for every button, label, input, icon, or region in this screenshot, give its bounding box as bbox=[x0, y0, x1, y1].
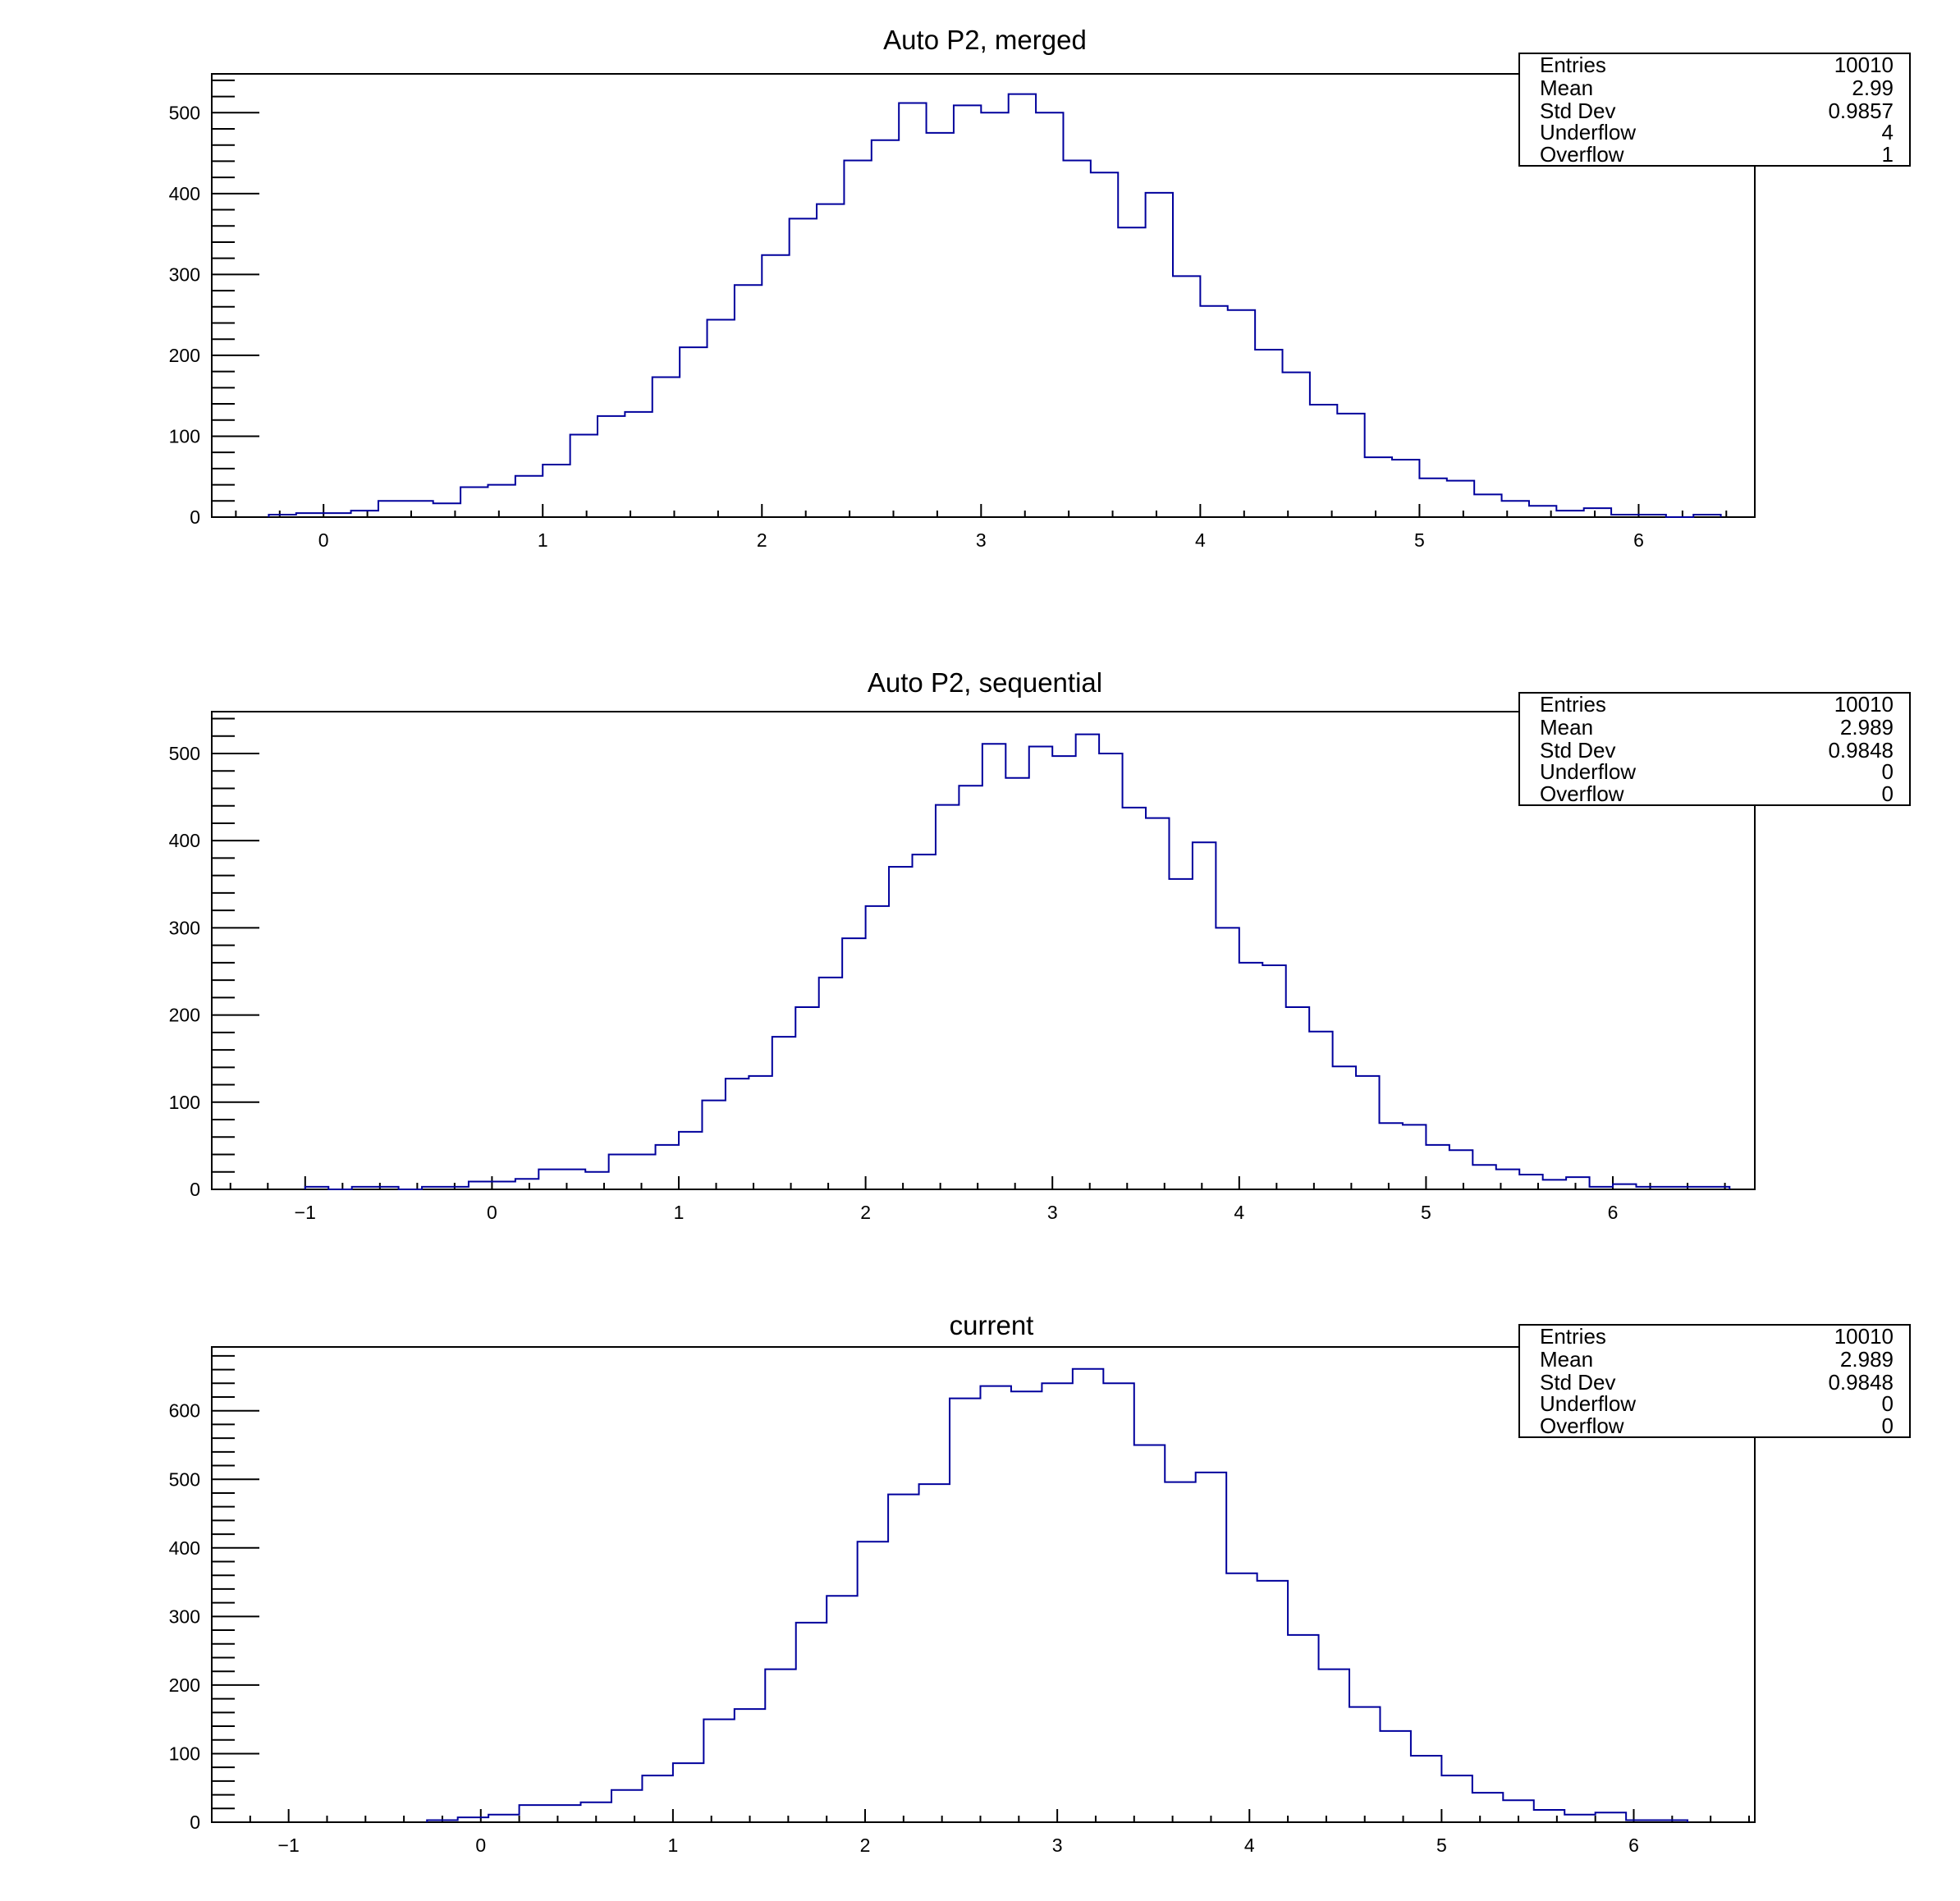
x-tick-label: 5 bbox=[1414, 529, 1425, 551]
stats-box: Entries 10010 Mean 2.99 Std Dev 0.9857 Underfl… bbox=[1518, 53, 1911, 167]
stats-label: Overflow bbox=[1540, 142, 1624, 167]
stats-value: 0.9848 bbox=[1828, 738, 1894, 763]
x-tick-label: −1 bbox=[278, 1835, 300, 1856]
x-tick-label: 2 bbox=[757, 529, 767, 551]
stats-value: 10010 bbox=[1834, 1324, 1894, 1349]
x-tick-label: 3 bbox=[976, 529, 987, 551]
stats-value: 10010 bbox=[1834, 53, 1894, 77]
stats-label: Std Dev bbox=[1540, 738, 1616, 763]
stats-box: Entries 10010 Mean 2.989 Std Dev 0.9848 Underf… bbox=[1518, 692, 1911, 806]
stats-value: 0.9848 bbox=[1828, 1370, 1894, 1395]
x-tick-label: 5 bbox=[1436, 1835, 1447, 1856]
x-tick-label: 5 bbox=[1421, 1202, 1431, 1223]
stats-label: Mean bbox=[1540, 715, 1593, 740]
stats-value: 4 bbox=[1882, 120, 1894, 144]
y-tick-label: 400 bbox=[169, 830, 200, 851]
y-tick-label: 500 bbox=[169, 743, 200, 764]
y-tick-label: 300 bbox=[169, 1606, 200, 1627]
chart-title: Auto P2, sequential bbox=[868, 667, 1102, 698]
stats-box-frame bbox=[1518, 1324, 1911, 1438]
y-tick-label: 200 bbox=[169, 1005, 200, 1026]
plot-frame bbox=[211, 1346, 1756, 1823]
y-tick-label: 500 bbox=[169, 102, 200, 123]
histogram-line bbox=[268, 93, 1722, 518]
stats-value: 1 bbox=[1882, 142, 1894, 167]
y-tick-label: 400 bbox=[169, 183, 200, 204]
y-tick-label: 0 bbox=[190, 506, 200, 528]
x-tick-label: 6 bbox=[1628, 1835, 1639, 1856]
y-tick-label: 600 bbox=[169, 1400, 200, 1422]
x-tick-label: 1 bbox=[667, 1835, 678, 1856]
stats-label: Entries bbox=[1540, 692, 1606, 717]
stats-label: Overflow bbox=[1540, 1413, 1624, 1438]
y-tick-label: 300 bbox=[169, 263, 200, 285]
stats-value: 0 bbox=[1882, 781, 1894, 806]
x-tick-label: 3 bbox=[1052, 1835, 1063, 1856]
stats-label: Underflow bbox=[1540, 120, 1636, 144]
y-tick-label: 100 bbox=[169, 1743, 200, 1764]
y-tick-label: 200 bbox=[169, 345, 200, 366]
y-tick-label: 100 bbox=[169, 425, 200, 447]
y-tick-label: 0 bbox=[190, 1812, 200, 1833]
stats-value: 2.989 bbox=[1840, 1347, 1894, 1372]
plot-frame bbox=[211, 711, 1756, 1190]
x-tick-label: −1 bbox=[295, 1202, 316, 1223]
stats-label: Entries bbox=[1540, 1324, 1606, 1349]
y-tick-label: 100 bbox=[169, 1092, 200, 1113]
y-tick-label: 500 bbox=[169, 1468, 200, 1490]
x-tick-label: 0 bbox=[475, 1835, 486, 1856]
stats-label: Std Dev bbox=[1540, 1370, 1616, 1395]
histogram-line bbox=[304, 733, 1731, 1190]
stats-label: Mean bbox=[1540, 76, 1593, 100]
stats-box-frame bbox=[1518, 692, 1911, 806]
x-tick-label: 6 bbox=[1608, 1202, 1619, 1223]
stats-box-frame bbox=[1518, 53, 1911, 167]
x-tick-label: 2 bbox=[860, 1835, 871, 1856]
x-tick-label: 0 bbox=[318, 529, 329, 551]
stats-value: 2.989 bbox=[1840, 715, 1894, 740]
stats-value: 0.9857 bbox=[1828, 98, 1894, 123]
stats-label: Std Dev bbox=[1540, 98, 1616, 123]
stats-value: 0 bbox=[1882, 1391, 1894, 1416]
y-tick-label: 300 bbox=[169, 917, 200, 938]
stats-value: 0 bbox=[1882, 759, 1894, 784]
x-tick-label: 6 bbox=[1633, 529, 1644, 551]
stats-box: Entries 10010 Mean 2.989 Std Dev 0.9848 Underf… bbox=[1518, 1324, 1911, 1438]
stats-label: Overflow bbox=[1540, 781, 1624, 806]
pad-merged: Auto P2, merged 0 100 200 300 400 500 0 1 2 3 4 5 6 E… bbox=[169, 25, 1911, 551]
y-tick-label: 200 bbox=[169, 1674, 200, 1696]
x-tick-label: 3 bbox=[1047, 1202, 1058, 1223]
x-tick-label: 1 bbox=[538, 529, 548, 551]
chart-title: current bbox=[950, 1310, 1034, 1340]
plot-frame bbox=[211, 73, 1756, 518]
stats-label: Underflow bbox=[1540, 1391, 1636, 1416]
stats-label: Mean bbox=[1540, 1347, 1593, 1372]
pad-current: current 0 100 200 300 400 500 600 −1 0 1 2 3 4 5 6 Entr… bbox=[169, 1310, 1911, 1856]
x-tick-label: 4 bbox=[1195, 529, 1206, 551]
stats-label: Entries bbox=[1540, 53, 1606, 77]
x-tick-label: 0 bbox=[487, 1202, 497, 1223]
x-tick-label: 2 bbox=[860, 1202, 871, 1223]
stats-value: 2.99 bbox=[1852, 76, 1894, 100]
stats-label: Underflow bbox=[1540, 759, 1636, 784]
x-tick-label: 4 bbox=[1244, 1835, 1255, 1856]
x-tick-label: 4 bbox=[1234, 1202, 1244, 1223]
chart-title: Auto P2, merged bbox=[883, 25, 1087, 55]
histogram-line bbox=[426, 1367, 1689, 1822]
stats-value: 0 bbox=[1882, 1413, 1894, 1438]
y-tick-label: 400 bbox=[169, 1537, 200, 1559]
x-tick-label: 1 bbox=[674, 1202, 685, 1223]
y-tick-label: 0 bbox=[190, 1179, 200, 1200]
stats-value: 10010 bbox=[1834, 692, 1894, 717]
